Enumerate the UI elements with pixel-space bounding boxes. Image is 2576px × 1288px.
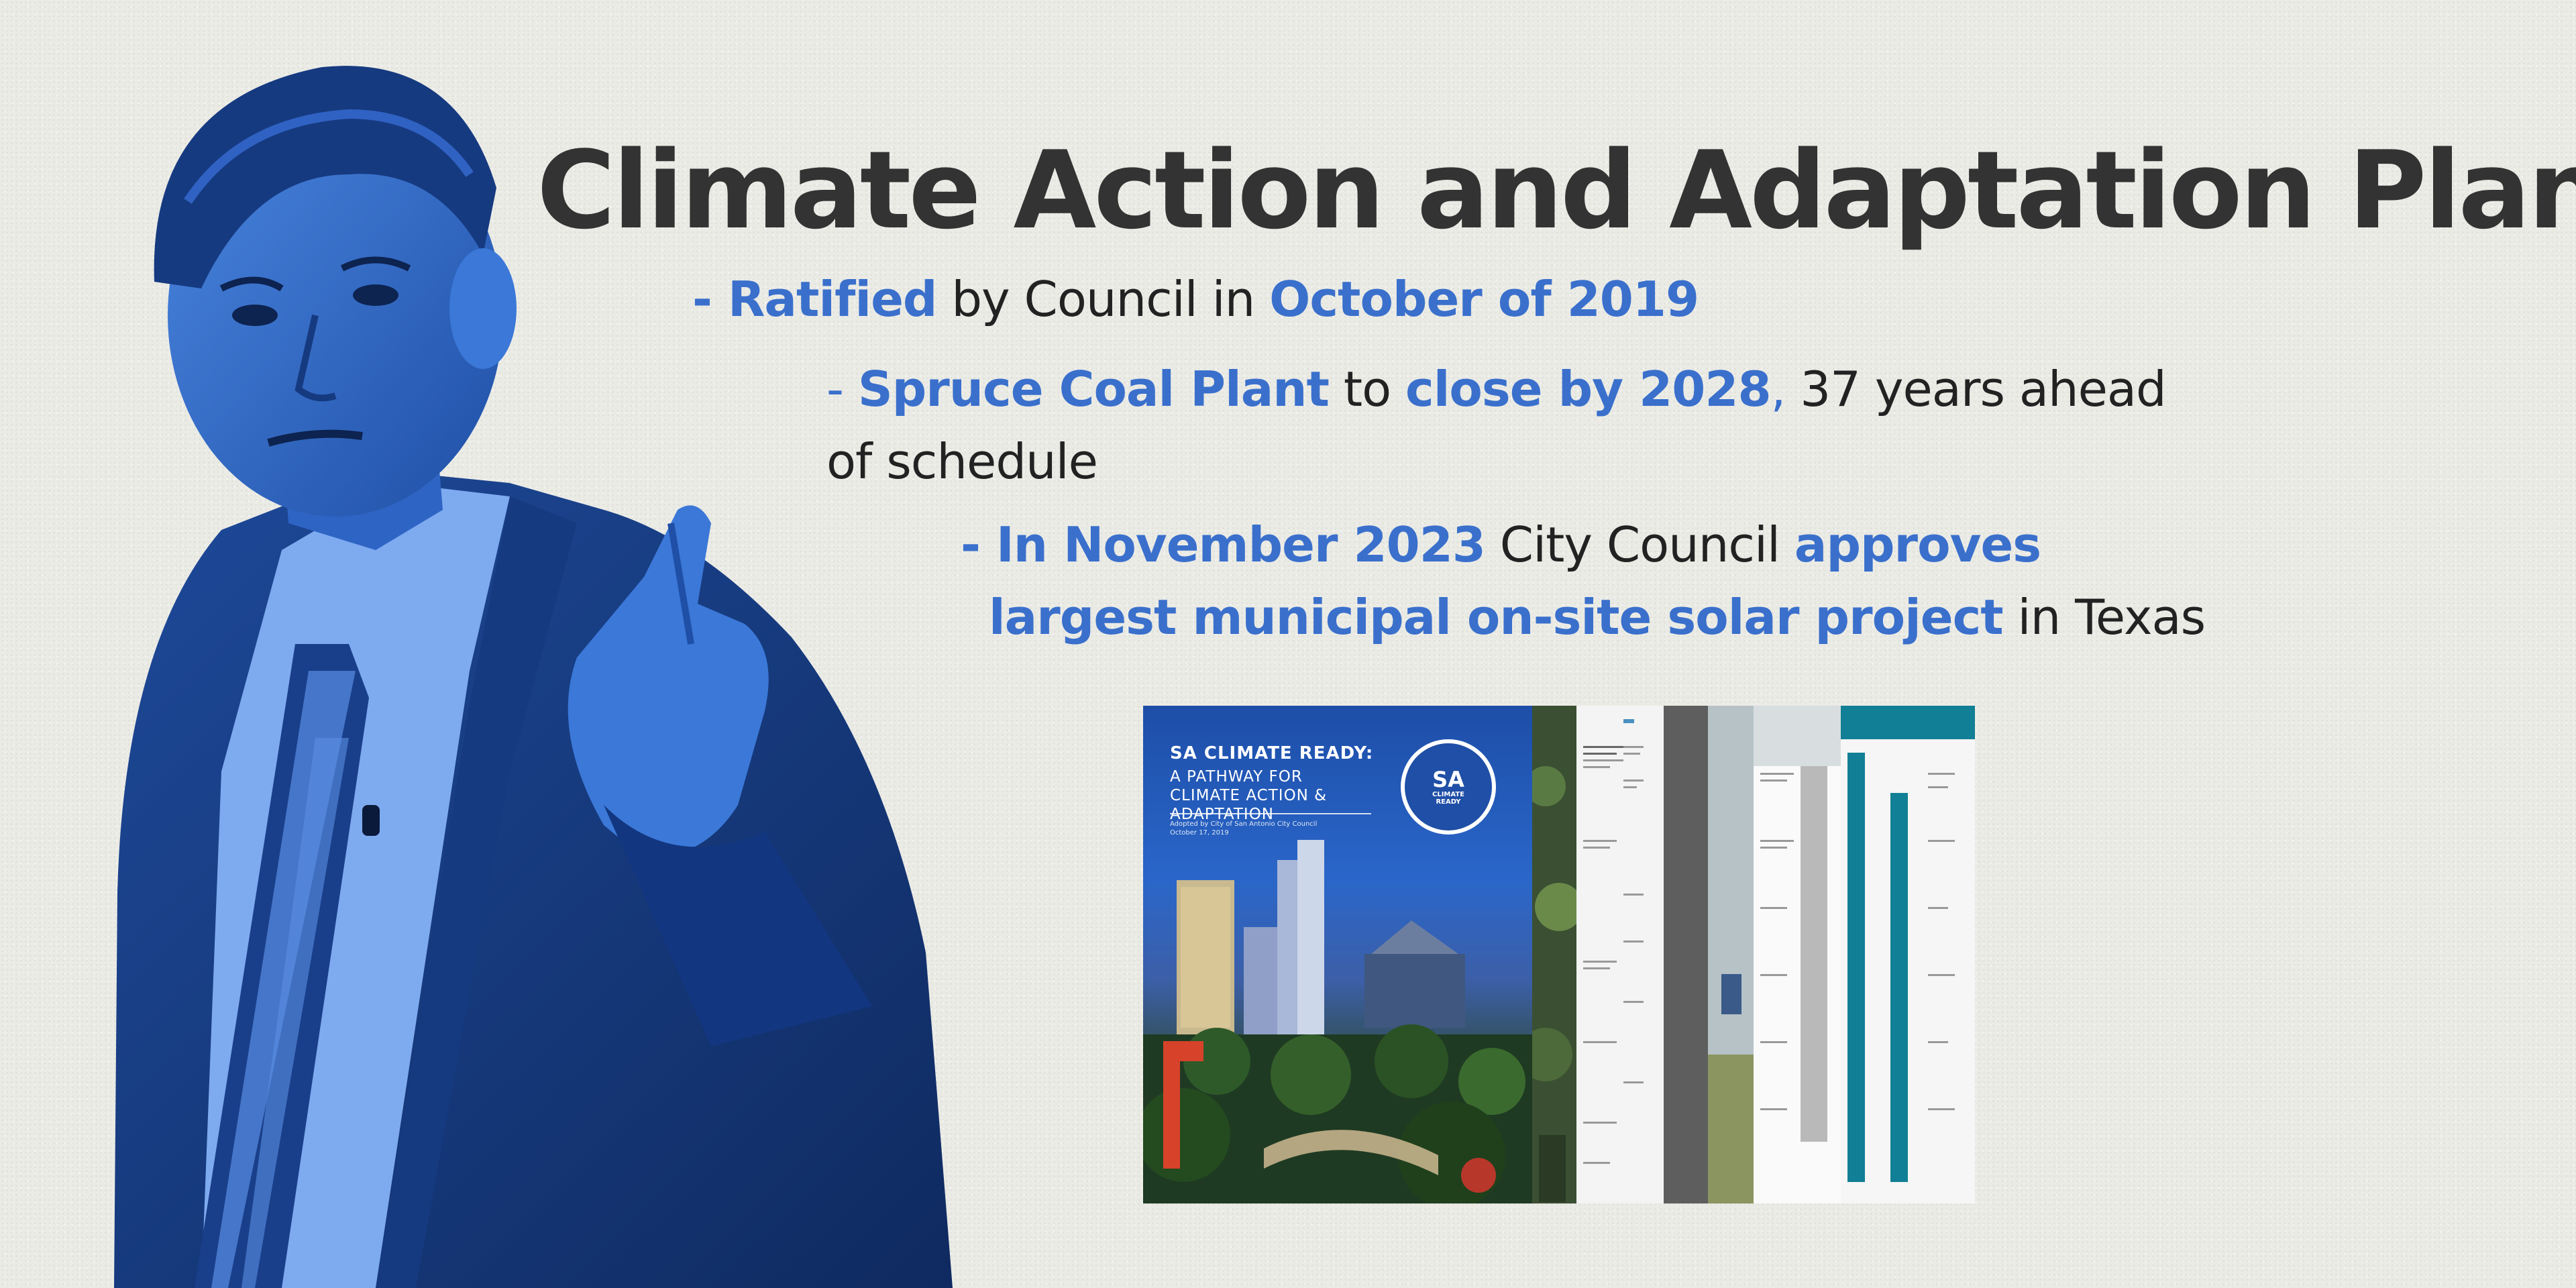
- bullet-text-2: 37 years ahead of schedule: [826, 361, 2167, 490]
- page-text-1: [1576, 706, 1664, 1203]
- logo-initials: SA: [1432, 767, 1464, 792]
- plan-document-preview: SA CLIMATE READY: A PATHWAY FOR CLIMATE …: [1143, 706, 2029, 1203]
- cover-adopted-note: Adopted by City of San Antonio City Coun…: [1170, 820, 1318, 837]
- city-photo: [1143, 840, 1532, 1203]
- slide-title: Climate Action and Adaptation Plan: [537, 127, 2576, 253]
- bullet-text: City Council: [1485, 517, 1794, 573]
- bullet-solar: - In November 2023 City Council approves…: [961, 508, 2235, 653]
- speaker-photo: [114, 66, 953, 1288]
- highlight-date-2023: In November 2023: [996, 517, 1486, 573]
- page-dark-strip: [1664, 706, 1708, 1203]
- bullet-text: by Council in: [936, 271, 1270, 327]
- cover-subtitle: A PATHWAY FOR CLIMATE ACTION & ADAPTATIO…: [1170, 768, 1328, 823]
- bullet-line-2: largest municipal on-site solar project …: [961, 581, 2235, 653]
- bullet-coal-plant: - Spruce Coal Plant to close by 2028, 37…: [826, 353, 2222, 498]
- highlight-solar: largest municipal on-site solar project: [989, 589, 2004, 645]
- page-text-2: [1754, 706, 1841, 1203]
- bullet-dash: -: [961, 517, 996, 573]
- highlight-ratified: Ratified: [727, 271, 937, 327]
- logo-caption: CLIMATE READY: [1432, 791, 1464, 806]
- bullet-text-2: in Texas: [2002, 589, 2206, 645]
- bullet-text: to: [1328, 361, 1406, 417]
- page-map-strip: [1708, 706, 1754, 1203]
- cover-divider: [1170, 813, 1371, 814]
- climate-ready-logo: SA CLIMATE READY: [1401, 739, 1496, 835]
- page-teal-chart: [1841, 706, 1975, 1203]
- cover-title: SA CLIMATE READY:: [1170, 743, 1374, 763]
- highlight-date: October of 2019: [1269, 271, 1699, 327]
- bullet-comma: ,: [1770, 361, 1786, 417]
- highlight-approves: approves: [1794, 517, 2041, 573]
- page-photo-strip: [1532, 706, 1576, 1203]
- document-cover: SA CLIMATE READY: A PATHWAY FOR CLIMATE …: [1143, 706, 1532, 1203]
- bullet-dash: -: [692, 271, 728, 327]
- bullet-dash: -: [826, 361, 858, 417]
- highlight-close: close by 2028: [1405, 361, 1772, 417]
- bullet-ratified: - Ratified by Council in October of 2019: [692, 263, 1699, 335]
- highlight-plant: Spruce Coal Plant: [857, 361, 1330, 417]
